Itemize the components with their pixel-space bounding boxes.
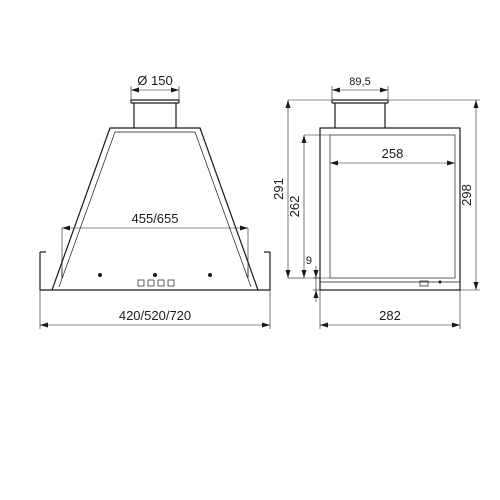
dim-h-outer: 298 [459, 184, 474, 206]
dim-side-base: 282 [379, 308, 401, 323]
dim-h-mid: 291 [271, 178, 286, 200]
dim-diameter: Ø 150 [137, 73, 172, 88]
technical-drawing: Ø 150 455/655 420/520/720 89,5 258 282 262291 9… [0, 0, 500, 500]
dim-pipe-width: 89,5 [349, 76, 370, 88]
dim-base-width: 420/520/720 [119, 308, 191, 323]
dim-inner-width: 258 [382, 146, 404, 161]
dim-mid-width: 455/655 [132, 211, 179, 226]
dim-step: 9 [306, 255, 312, 267]
dim-h-inner: 262 [287, 196, 302, 218]
